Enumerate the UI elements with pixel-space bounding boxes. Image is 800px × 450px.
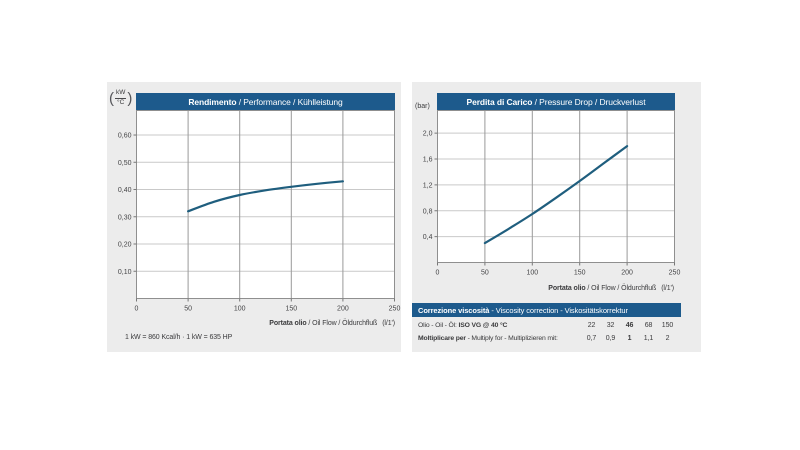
y-tick-label: 1,2 [423, 182, 433, 189]
viscosity-multiplier-row-label: Moltiplicare per - Multiply for - Multip… [418, 332, 558, 344]
x-tick-label: 250 [389, 306, 401, 313]
table-value-cell: 2 [665, 334, 670, 342]
plot-background [136, 110, 395, 299]
unit-numerator: kW [115, 89, 127, 99]
table-value-cell: 68 [644, 321, 653, 329]
x-tick-label: 200 [337, 306, 349, 313]
paren-close: ) [127, 89, 133, 107]
pressure-drop-plot-area: 0 50 100 150 200 250 0,4 0,8 1,2 1,6 2,0 [423, 110, 681, 277]
x-tick-label: 50 [184, 306, 192, 313]
performance-chart-title: Rendimento / Performance / Kühlleistung [136, 93, 395, 110]
table-value-cell: 0,7 [586, 334, 597, 342]
x-tick-label: 50 [481, 270, 489, 277]
unit-denominator: °C [117, 98, 125, 106]
table-value-cell: 22 [587, 321, 596, 329]
y-tick-label: 0,8 [423, 208, 433, 215]
performance-chart-panel: ( kW °C ) Rendimento / Performance / Küh… [107, 82, 401, 352]
plot-border [136, 110, 395, 299]
table-value-cell: 46 [625, 321, 634, 329]
oil-grade-label: ISO VG @ 40 °C [456, 321, 508, 329]
performance-plot-area: 0 50 100 150 200 250 0,10 0,20 0,30 0,40 0,50 0,60 [118, 110, 401, 313]
pressure-drop-chart-panel: (bar) Perdita di Carico / Pressure Drop … [412, 82, 701, 352]
x-tick-label: 250 [669, 270, 681, 277]
viscosity-oil-values: 22 32 46 68 150 [582, 319, 677, 331]
y-tick-label: 0,50 [118, 160, 132, 167]
viscosity-oil-row-label: Olio - Oil - Öl: ISO VG @ 40 °C [418, 319, 507, 331]
y-tick-label: 1,6 [423, 157, 433, 164]
header-italian: Correzione viscosità [418, 305, 490, 315]
y-tick-label: 0,4 [423, 234, 433, 241]
data-curve [483, 145, 629, 245]
table-value-cell: 150 [661, 321, 674, 329]
multiplier-label-translations: - Multiply for - Multiplizieren mit: [465, 334, 558, 342]
viscosity-table-header: Correzione viscosità - Viscosity correct… [412, 303, 681, 317]
y-axis-unit-bar: (bar) [415, 103, 430, 110]
title-translations: / Performance / Kühlleistung [236, 96, 343, 107]
xlabel-translations: / Oil Flow / Öldurchfluß [585, 285, 657, 292]
x-tick-label: 150 [285, 306, 297, 313]
y-tick-label: 2,0 [423, 131, 433, 138]
y-tick-label: 0,60 [118, 133, 132, 140]
x-tick-label: 100 [526, 270, 538, 277]
xlabel-unit: (l/1') [382, 320, 395, 327]
x-tick-label: 0 [135, 306, 139, 313]
paren-open: ( [109, 89, 114, 107]
table-value-cell: 1,1 [643, 334, 654, 342]
xlabel-translations: / Oil Flow / Öldurchfluß [306, 320, 378, 327]
plot-border [437, 110, 675, 263]
y-tick-label: 0,30 [118, 214, 132, 221]
xlabel-italian: Portata olio [548, 285, 586, 292]
viscosity-multiplier-values: 0,7 0,9 1 1,1 2 [582, 332, 677, 344]
conversion-footnote: 1 kW = 860 Kcal/h · 1 kW = 635 HP [125, 334, 233, 341]
title-italian: Perdita di Carico [466, 96, 533, 107]
header-translations: - Viscosity correction - Viskositätskorr… [489, 305, 628, 315]
y-tick-label: 0,40 [118, 187, 132, 194]
x-tick-label: 100 [234, 306, 246, 313]
title-translations: / Pressure Drop / Druckverlust [532, 96, 646, 107]
pressure-drop-chart-title: Perdita di Carico / Pressure Drop / Druc… [437, 93, 675, 110]
oil-label: Olio - Oil - Öl: [418, 321, 457, 329]
data-curve [187, 180, 344, 213]
x-tick-label: 150 [574, 270, 586, 277]
table-value-cell: 32 [606, 321, 615, 329]
x-tick-label: 0 [436, 270, 440, 277]
unit-fraction: kW °C [115, 89, 127, 106]
xlabel-unit: (l/1') [661, 285, 674, 292]
performance-x-axis-label: Portata olio / Oil Flow / Öldurchfluß (l/… [258, 313, 395, 334]
xlabel-italian: Portata olio [269, 320, 307, 327]
table-value-cell: 1 [627, 334, 632, 342]
y-tick-label: 0,10 [118, 269, 132, 276]
x-tick-label: 200 [621, 270, 633, 277]
plot-background [437, 110, 675, 263]
y-tick-label: 0,20 [118, 242, 132, 249]
table-value-cell: 0,9 [605, 334, 616, 342]
pressure-drop-x-axis-label: Portata olio / Oil Flow / Öldurchfluß (l/… [537, 278, 674, 299]
y-axis-unit-kw-per-c: ( kW °C ) [109, 89, 133, 107]
title-italian: Rendimento [188, 96, 237, 107]
multiplier-label-italian: Moltiplicare per [418, 334, 466, 342]
